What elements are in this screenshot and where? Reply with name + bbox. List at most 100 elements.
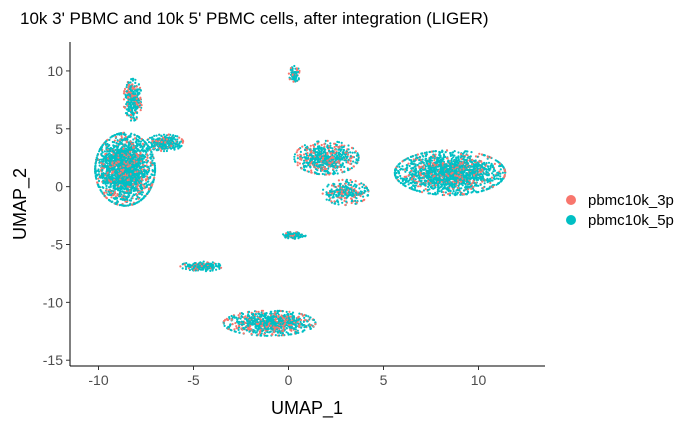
scatter-point (144, 195, 147, 198)
scatter-point (102, 155, 105, 158)
scatter-point (98, 150, 101, 153)
scatter-point (121, 142, 124, 146)
scatter-point (95, 177, 98, 180)
scatter-point (98, 161, 101, 164)
scatter-point (418, 179, 421, 182)
scatter-point (109, 136, 112, 139)
scatter-point (104, 161, 107, 164)
scatter-point (314, 166, 317, 169)
scatter-point (110, 189, 113, 192)
scatter-point (103, 150, 106, 153)
scatter-point (444, 191, 447, 194)
scatter-point (122, 149, 125, 153)
scatter-point (132, 87, 135, 90)
scatter-point (300, 167, 303, 170)
scatter-point (337, 184, 340, 188)
scatter-point (153, 162, 156, 165)
scatter-point (349, 151, 352, 154)
scatter-point (348, 193, 351, 196)
scatter-point (137, 83, 140, 86)
scatter-point (133, 166, 136, 169)
scatter-point (162, 144, 165, 147)
scatter-point (346, 153, 350, 156)
scatter-point (129, 85, 132, 89)
scatter-point (434, 184, 437, 187)
scatter-point (460, 187, 463, 190)
scatter-point (144, 178, 147, 181)
scatter-point (350, 186, 353, 189)
scatter-point (309, 159, 312, 162)
scatter-point (427, 192, 430, 195)
scatter-point (150, 151, 153, 154)
scatter-point (323, 143, 326, 146)
scatter-point (325, 167, 328, 170)
scatter-point (132, 91, 135, 94)
scatter-point (108, 138, 111, 141)
scatter-point (323, 145, 326, 148)
scatter-point (113, 141, 116, 144)
scatter-point (119, 180, 122, 183)
scatter-point (140, 157, 143, 160)
scatter-point (303, 144, 306, 147)
scatter-point (346, 180, 349, 183)
scatter-point (156, 142, 159, 145)
scatter-point (312, 144, 315, 147)
scatter-point (100, 190, 103, 193)
scatter-point (134, 176, 137, 179)
scatter-point (178, 136, 181, 139)
scatter-point (492, 170, 495, 173)
scatter-point (107, 144, 110, 148)
scatter-point (141, 139, 145, 142)
scatter-point (146, 149, 149, 152)
scatter-point (336, 190, 339, 193)
scatter-point (135, 153, 138, 156)
scatter-point (137, 191, 140, 194)
scatter-point (322, 166, 325, 169)
scatter-point (349, 162, 352, 165)
scatter-point (127, 188, 130, 191)
scatter-point (358, 192, 361, 195)
scatter-point (135, 197, 138, 201)
scatter-point (339, 149, 342, 152)
scatter-point (140, 148, 143, 151)
scatter-point (356, 152, 359, 155)
scatter-point (104, 182, 107, 185)
scatter-point (346, 194, 349, 197)
scatter-point (414, 189, 417, 192)
scatter-point (347, 161, 350, 164)
scatter-point (130, 197, 133, 200)
scatter-point (127, 98, 130, 101)
scatter-point (420, 170, 423, 173)
scatter-point (130, 117, 133, 120)
scatter-point (133, 133, 136, 136)
scatter-point (350, 201, 353, 205)
scatter-point (129, 81, 132, 84)
scatter-point (138, 177, 141, 180)
scatter-point (305, 165, 308, 168)
scatter-point (123, 90, 126, 93)
scatter-point (344, 159, 348, 162)
scatter-point (343, 186, 346, 189)
scatter-point (102, 182, 105, 185)
scatter-point (413, 160, 416, 163)
scatter-point (452, 190, 455, 193)
scatter-point (324, 162, 327, 165)
scatter-point (401, 177, 404, 180)
scatter-point (485, 162, 488, 165)
scatter-point (94, 165, 97, 168)
scatter-point (95, 174, 98, 177)
scatter-point (295, 151, 298, 154)
scatter-point (337, 141, 341, 144)
scatter-point (146, 177, 149, 180)
scatter-point (101, 176, 104, 179)
scatter-point (105, 153, 109, 156)
scatter-point (331, 160, 334, 163)
scatter-point (321, 164, 325, 167)
scatter-point (317, 158, 320, 161)
scatter-point (126, 185, 129, 188)
scatter-point (331, 192, 334, 195)
scatter-point (152, 157, 155, 160)
scatter-point (308, 148, 311, 151)
scatter-point (176, 135, 179, 138)
scatter-point (469, 155, 472, 158)
